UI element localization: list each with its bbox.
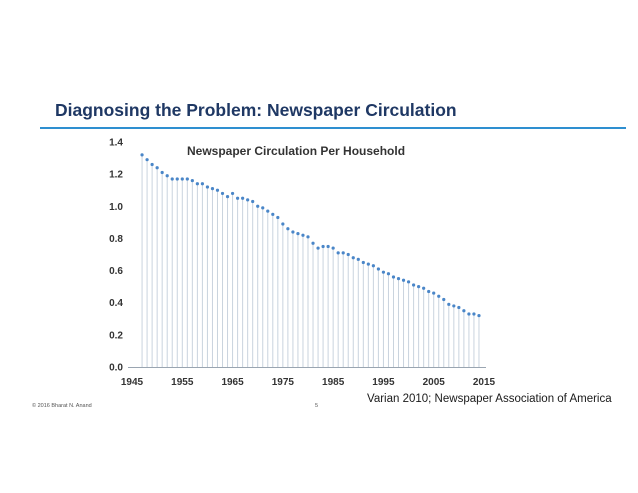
data-point [341,251,345,255]
data-point [311,241,315,245]
data-point [225,195,230,199]
data-point [155,166,159,170]
data-point [331,246,335,250]
data-point [396,277,401,281]
chart-title: Newspaper Circulation Per Household [187,144,405,158]
x-tick-label: 1965 [221,377,244,388]
y-tick-label: 0.4 [109,298,123,309]
x-tick-label: 2005 [423,377,446,388]
data-point [437,294,441,298]
data-point [356,257,360,261]
data-point [376,267,380,271]
data-point [296,232,300,236]
data-point [422,286,426,290]
data-point [361,260,365,265]
page-number: 5 [315,403,319,409]
data-point [150,162,154,167]
data-point [346,252,350,257]
data-point [336,251,340,255]
copyright-notice: © 2016 Bharat N. Anand [32,403,92,409]
data-point [256,204,260,208]
chart-plot-area: 0.0 0.2 0.4 0.6 0.8 1.0 1.2 1.4 1945 1955 1965 1975… [109,138,495,389]
data-point [140,153,144,157]
data-point [366,262,370,266]
data-point [477,313,481,318]
y-tick-label: 1.0 [109,202,123,213]
data-point [326,244,330,249]
data-point [417,285,421,289]
data-point [291,230,295,234]
y-tick-label: 0.0 [109,363,123,374]
data-point [271,212,275,216]
data-point [412,283,416,287]
data-point [301,233,305,237]
data-point [406,280,411,284]
data-point [467,312,471,316]
data-point [220,191,225,196]
data-point [381,270,386,274]
x-tick-label: 1975 [272,377,295,388]
data-point [391,275,396,279]
title-divider [40,127,626,129]
data-point [251,199,255,204]
data-point [321,244,325,249]
data-point [306,235,310,239]
slide-title: Diagnosing the Problem: Newspaper Circul… [55,100,457,120]
x-tick-label: 1995 [372,377,395,388]
data-point [180,177,184,181]
x-tick-label: 2015 [473,377,496,388]
data-point [145,158,149,162]
data-point [386,272,391,276]
data-point [190,178,194,183]
data-point [241,196,245,200]
y-tick-label: 0.6 [109,266,123,277]
data-point [215,188,220,192]
data-point [452,304,456,308]
x-tick-label: 1945 [121,377,144,388]
data-point [351,256,355,260]
y-tick-label: 0.8 [109,234,123,245]
data-point [462,309,466,313]
data-point [286,227,290,231]
data-point [457,305,461,310]
data-point [432,291,436,295]
data-point [200,182,204,186]
source-citation: Varian 2010; Newspaper Association of Am… [367,393,612,405]
data-point [281,222,285,226]
data-point [175,177,179,181]
x-tick-label: 1985 [322,377,345,388]
y-tick-label: 1.2 [109,170,123,181]
data-point [447,302,451,306]
data-point [427,289,431,294]
data-point [276,215,280,220]
data-point [205,185,210,189]
data-point [165,174,169,178]
data-point [401,278,406,282]
y-tick-label: 1.4 [109,138,123,149]
data-point [442,297,446,302]
data-point [246,198,250,202]
data-point [210,187,215,191]
data-point [316,246,320,250]
data-point [230,191,235,196]
data-point [170,177,174,181]
data-point [236,196,240,200]
data-point [371,264,375,268]
data-point [195,182,199,186]
y-tick-label: 0.2 [109,330,123,341]
data-point [472,312,476,316]
data-point [185,177,189,181]
x-tick-label: 1955 [171,377,194,388]
data-point [261,206,265,210]
data-point [266,209,270,213]
data-point [160,170,164,175]
